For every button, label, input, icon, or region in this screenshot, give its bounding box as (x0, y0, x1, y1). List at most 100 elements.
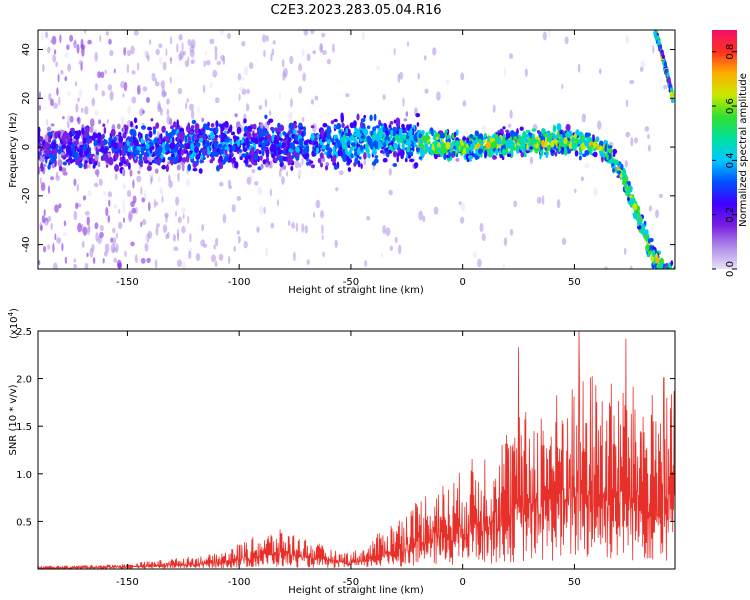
spectrogram-noise-cell (321, 234, 324, 241)
spectrogram-ridge-cell (575, 129, 580, 136)
spectrogram-ridge-cell (186, 134, 190, 138)
spectrogram-ridge-cell (140, 137, 144, 144)
spectrogram-ridge-cell (96, 132, 102, 140)
spectrogram-noise-cell (75, 103, 79, 113)
spectrogram-ridge-cell (618, 164, 621, 168)
spectrogram-ridge-cell (324, 151, 327, 155)
spectrogram-noise-cell (436, 91, 441, 101)
spectrogram-ridge-cell (94, 154, 99, 162)
spectrogram-ridge-cell (316, 134, 320, 139)
spectrogram-noise-cell (204, 51, 208, 56)
spectrogram-ridge-cell (159, 148, 163, 153)
spectrogram-ridge-cell (670, 260, 674, 266)
spectrogram-noise-cell (123, 47, 127, 56)
spectrogram-noise-cell (157, 176, 161, 183)
spectrogram-ridge-cell (148, 141, 154, 147)
spectrogram-noise-cell (182, 213, 185, 220)
spectrogram-ridge-cell (179, 131, 184, 140)
spectrogram-ridge-cell (190, 142, 195, 151)
spectrogram-ridge-cell (455, 140, 460, 148)
y-tick-label: -20 (21, 188, 32, 204)
spectrogram-ridge-cell (103, 150, 108, 154)
spectrogram-noise-cell (63, 220, 67, 227)
spectrogram-noise-cell (181, 225, 186, 234)
spectrogram-ridge-cell (152, 128, 157, 135)
spectrogram-noise-cell (130, 241, 135, 247)
spectrogram-noise-cell (73, 178, 77, 186)
spectrogram-noise-cell (215, 237, 219, 247)
spectrogram-noise-cell (38, 260, 41, 265)
spectrogram-noise-cell (78, 89, 83, 98)
spectrogram-panel: -150 -100 -50 0 50 -40 -20 0 20 40 Height of str… (8, 29, 676, 296)
spectrogram-ridge-cell (424, 143, 429, 151)
spectrogram-ridge-cell (310, 132, 315, 141)
spectrogram-ridge-cell (320, 162, 323, 168)
spectrogram-noise-cell (388, 168, 392, 176)
spectrogram-noise-cell (172, 234, 176, 242)
spectrogram-noise-cell (73, 210, 78, 221)
spectrogram-ridge-cell (354, 127, 359, 133)
spectrogram-ridge-cell (389, 121, 394, 125)
spectrogram-noise-cell (113, 68, 116, 74)
spectrogram-ridge-cell (129, 138, 134, 143)
spectrogram-noise-cell (388, 189, 393, 196)
spectrogram-ridge-cell (420, 148, 426, 157)
x-tick-label: -100 (228, 277, 251, 288)
spectrogram-noise-cell (258, 105, 263, 110)
spectrogram-ridge-cell (598, 146, 603, 151)
spectrogram-ridge-cell (253, 153, 259, 161)
spectrogram-ridge-cell (421, 129, 425, 136)
spectrogram-ridge-cell (667, 274, 672, 278)
spectrogram-ridge-cell (363, 152, 367, 160)
spectrogram-ridge-cell (198, 132, 203, 136)
spectrogram-ridge-cell (602, 152, 606, 158)
spectrogram-noise-cell (281, 176, 285, 185)
spectrogram-noise-cell (145, 97, 151, 103)
spectrogram-ridge-cell (566, 137, 571, 142)
spectrogram-ridge-cell (488, 153, 493, 158)
spectrogram-noise-cell (60, 69, 64, 75)
spectrogram-noise-cell (98, 178, 103, 186)
spectrogram-ridge-cell (220, 136, 225, 143)
spectrogram-ridge-cell (155, 156, 159, 160)
spectrogram-ridge-cell (195, 142, 201, 148)
spectrogram-noise-cell (581, 113, 587, 123)
spectrogram-ridge-cell (108, 157, 114, 166)
spectrogram-ridge-cell (108, 140, 112, 147)
spectrogram-ridge-cell (228, 154, 232, 163)
spectrogram-noise-cell (131, 207, 136, 214)
spectrogram-ridge2-cell (671, 98, 675, 104)
spectrogram-ridge-cell (159, 158, 163, 163)
spectrogram-noise-cell (105, 31, 110, 36)
spectrogram-ridge-cell (664, 277, 669, 283)
spectrogram-ridge-cell (114, 164, 120, 172)
spectrogram-ridge-cell (67, 160, 71, 166)
spectrogram-ridge-cell (443, 152, 447, 160)
spectrogram-ridge-cell (241, 153, 247, 158)
spectrogram-ridge-cell (124, 143, 127, 151)
spectrogram-ridge-cell (295, 146, 300, 152)
spectrogram-ridge-cell (303, 140, 309, 146)
spectrogram-ridge-cell (126, 153, 131, 157)
spectrogram-noise-cell (423, 55, 427, 61)
spectrogram-ridge-cell (188, 151, 192, 156)
spectrogram-noise-cell (542, 31, 547, 41)
spectrogram-ridge-cell (245, 137, 249, 146)
spectrogram-noise-cell (231, 204, 236, 213)
spectrogram-ridge-cell (73, 142, 77, 146)
spectrogram-noise-cell (58, 203, 62, 209)
spectrogram-ridge-cell (526, 143, 529, 151)
spectrogram-ridge-cell (614, 159, 617, 165)
spectrogram-ridge-cell (516, 148, 520, 154)
spectrogram-noise-cell (237, 235, 241, 244)
spectrogram-noise-cell (112, 237, 117, 246)
spectrogram-ridge-cell (169, 159, 173, 164)
spectrogram-ridge-cell (399, 128, 403, 134)
spectrogram-ridge-cell (671, 272, 674, 278)
spectrogram-noise-cell (320, 43, 323, 53)
spectrogram-noise-cell (67, 63, 71, 72)
colorbar-gradient (712, 30, 737, 269)
spectrogram-noise-cell (89, 247, 94, 258)
spectrogram-ridge-cell (347, 140, 351, 146)
spectrogram-noise-cell (629, 265, 633, 269)
